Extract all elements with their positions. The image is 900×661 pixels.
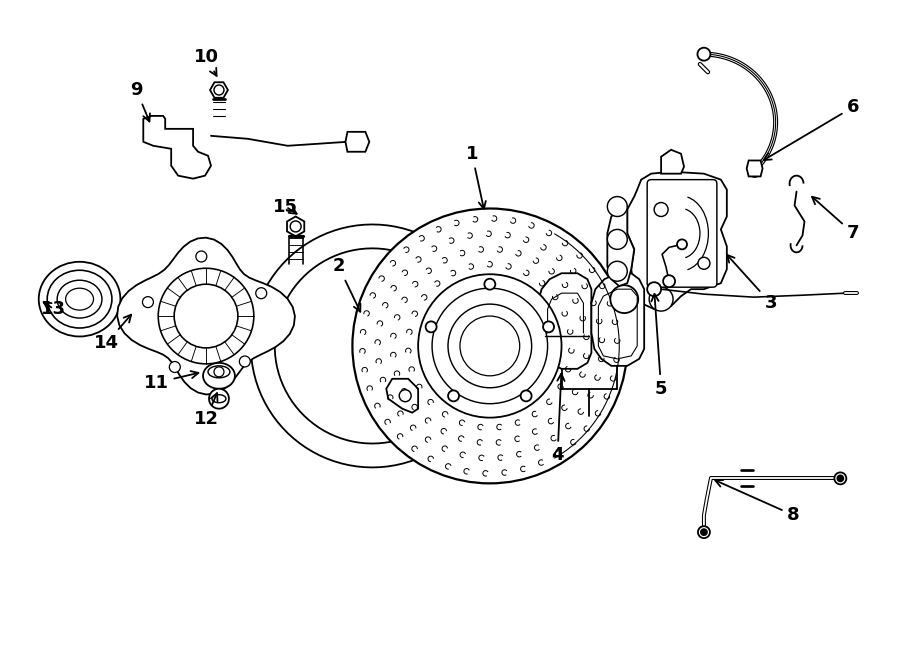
Circle shape: [214, 367, 224, 377]
Circle shape: [484, 279, 495, 290]
Polygon shape: [627, 172, 727, 309]
Circle shape: [608, 261, 627, 281]
Ellipse shape: [66, 288, 94, 310]
Ellipse shape: [39, 262, 121, 336]
Text: 2: 2: [332, 257, 360, 312]
Polygon shape: [287, 217, 304, 237]
Text: 11: 11: [144, 371, 198, 392]
Text: 9: 9: [130, 81, 150, 122]
Circle shape: [748, 164, 761, 177]
Polygon shape: [143, 116, 211, 178]
Text: 15: 15: [274, 198, 298, 215]
Circle shape: [169, 362, 180, 373]
Circle shape: [610, 285, 638, 313]
Circle shape: [239, 356, 250, 367]
Circle shape: [663, 275, 675, 287]
Circle shape: [196, 251, 207, 262]
Circle shape: [654, 202, 668, 217]
Circle shape: [520, 391, 532, 401]
Circle shape: [460, 316, 519, 376]
Circle shape: [432, 288, 547, 404]
Polygon shape: [251, 225, 472, 467]
Circle shape: [426, 321, 436, 332]
Circle shape: [400, 390, 411, 402]
Text: 4: 4: [552, 373, 564, 465]
Circle shape: [418, 274, 562, 418]
Ellipse shape: [47, 270, 112, 328]
Circle shape: [649, 287, 673, 311]
Circle shape: [677, 239, 687, 249]
Ellipse shape: [208, 366, 230, 378]
Circle shape: [448, 304, 532, 388]
Ellipse shape: [353, 208, 627, 483]
Circle shape: [142, 297, 153, 307]
Polygon shape: [591, 273, 644, 366]
Polygon shape: [346, 132, 369, 152]
Text: 10: 10: [194, 48, 219, 76]
Polygon shape: [210, 82, 228, 98]
Circle shape: [290, 221, 302, 232]
Text: 13: 13: [41, 300, 67, 318]
Text: 1: 1: [465, 145, 486, 209]
Circle shape: [448, 391, 459, 401]
Circle shape: [175, 284, 238, 348]
Circle shape: [834, 473, 846, 485]
Text: 14: 14: [94, 315, 131, 352]
Polygon shape: [537, 273, 591, 369]
Circle shape: [837, 475, 843, 481]
Text: 6: 6: [764, 98, 860, 160]
Ellipse shape: [58, 280, 102, 318]
Text: 5: 5: [652, 294, 668, 398]
Polygon shape: [386, 379, 418, 412]
FancyBboxPatch shape: [647, 180, 717, 287]
Circle shape: [158, 268, 254, 364]
Circle shape: [608, 196, 627, 217]
Circle shape: [698, 257, 710, 269]
Circle shape: [543, 321, 554, 332]
Circle shape: [209, 389, 229, 408]
Polygon shape: [747, 161, 762, 176]
Text: 12: 12: [194, 393, 219, 428]
Text: 8: 8: [716, 480, 800, 524]
Circle shape: [608, 229, 627, 249]
Circle shape: [214, 85, 224, 95]
Circle shape: [698, 526, 710, 538]
Ellipse shape: [203, 363, 235, 389]
Polygon shape: [117, 238, 295, 395]
Circle shape: [698, 48, 710, 61]
Polygon shape: [608, 210, 634, 286]
Circle shape: [647, 282, 662, 296]
Text: 3: 3: [727, 255, 777, 312]
Circle shape: [701, 529, 706, 535]
Circle shape: [256, 288, 266, 299]
Text: 7: 7: [812, 197, 860, 243]
Polygon shape: [662, 150, 684, 174]
